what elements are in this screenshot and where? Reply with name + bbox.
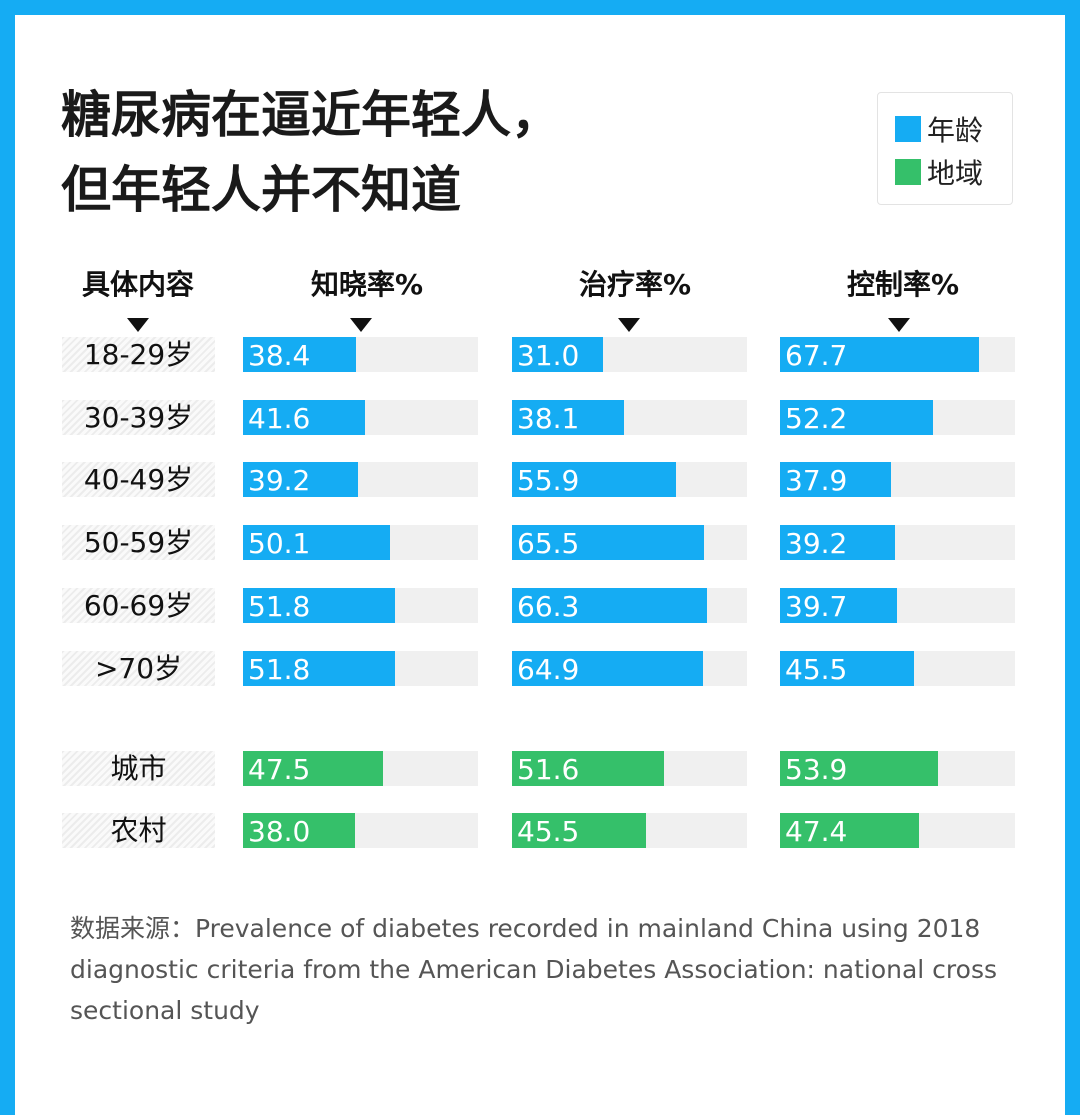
bar-track: 47.5 <box>243 751 478 786</box>
bar: 51.6 <box>512 751 664 786</box>
bar-track: 38.0 <box>243 813 478 848</box>
bar: 64.9 <box>512 651 703 686</box>
bar: 38.4 <box>243 337 356 372</box>
card: 糖尿病在逼近年轻人， 但年轻人并不知道 年龄 地域 具体内容 知晓率% 治疗率%… <box>15 15 1065 1115</box>
bar: 38.0 <box>243 813 355 848</box>
bar-track: 38.1 <box>512 400 747 435</box>
bar: 67.7 <box>780 337 979 372</box>
legend: 年龄 地域 <box>877 92 1013 205</box>
bar-track: 53.9 <box>780 751 1015 786</box>
legend-item-age: 年龄 <box>895 109 983 149</box>
bar-value-label: 50.1 <box>248 527 311 560</box>
bar-track: 31.0 <box>512 337 747 372</box>
bar-value-label: 55.9 <box>517 464 580 497</box>
bar-value-label: 66.3 <box>517 590 580 623</box>
bar-value-label: 45.5 <box>785 653 848 686</box>
bar: 45.5 <box>780 651 914 686</box>
header-awareness: 知晓率% <box>310 268 424 301</box>
bar-track: 52.2 <box>780 400 1015 435</box>
bar-track: 51.6 <box>512 751 747 786</box>
bar-track: 67.7 <box>780 337 1015 372</box>
bar-track: 50.1 <box>243 525 478 560</box>
row-label: 农村 <box>62 813 215 848</box>
row-label: 城市 <box>62 751 215 786</box>
bar: 55.9 <box>512 462 677 497</box>
bar-value-label: 47.5 <box>248 753 311 786</box>
row-label: 60-69岁 <box>62 588 215 623</box>
title-line-2: 但年轻人并不知道 <box>61 161 461 219</box>
bar-value-label: 39.7 <box>785 590 848 623</box>
bar-value-label: 45.5 <box>517 815 580 848</box>
bar-value-label: 67.7 <box>785 339 848 372</box>
source-note: 数据来源：Prevalence of diabetes recorded in … <box>70 914 997 1025</box>
header-category: 具体内容 <box>81 268 195 301</box>
bar: 51.8 <box>243 588 396 623</box>
legend-label: 地域 <box>927 157 984 190</box>
bar-value-label: 38.1 <box>517 402 580 435</box>
bar-track: 38.4 <box>243 337 478 372</box>
triangle-down-icon <box>888 318 910 332</box>
bar-value-label: 51.8 <box>248 590 311 623</box>
bar-track: 47.4 <box>780 813 1015 848</box>
bar: 52.2 <box>780 400 934 435</box>
bar: 39.2 <box>780 525 896 560</box>
bar-track: 39.2 <box>243 462 478 497</box>
row-label: 40-49岁 <box>62 462 215 497</box>
header-control: 控制率% <box>846 268 960 301</box>
bar-track: 64.9 <box>512 651 747 686</box>
bar-value-label: 39.2 <box>248 464 311 497</box>
bar: 51.8 <box>243 651 396 686</box>
header-treatment: 治疗率% <box>578 268 692 301</box>
triangle-down-icon <box>618 318 640 332</box>
bar: 39.7 <box>780 588 897 623</box>
bar: 47.4 <box>780 813 920 848</box>
bar-track: 66.3 <box>512 588 747 623</box>
bar-track: 45.5 <box>512 813 747 848</box>
bar-value-label: 51.8 <box>248 653 311 686</box>
legend-swatch <box>895 116 921 142</box>
legend-label: 年龄 <box>927 114 984 147</box>
bar: 31.0 <box>512 337 604 372</box>
bar-value-label: 51.6 <box>517 753 580 786</box>
bar-track: 55.9 <box>512 462 747 497</box>
row-label: >70岁 <box>62 651 215 686</box>
legend-swatch <box>895 159 921 185</box>
bar-track: 41.6 <box>243 400 478 435</box>
triangle-down-icon <box>350 318 372 332</box>
bar: 37.9 <box>780 462 892 497</box>
triangle-down-icon <box>127 318 149 332</box>
bar-value-label: 53.9 <box>785 753 848 786</box>
bar-value-label: 31.0 <box>517 339 580 372</box>
bar: 65.5 <box>512 525 705 560</box>
bar-track: 51.8 <box>243 651 478 686</box>
bar-value-label: 47.4 <box>785 815 848 848</box>
title-line-1: 糖尿病在逼近年轻人， <box>61 86 561 144</box>
legend-item-region: 地域 <box>895 152 983 192</box>
bar: 41.6 <box>243 400 366 435</box>
bar-value-label: 52.2 <box>785 402 848 435</box>
bar-track: 45.5 <box>780 651 1015 686</box>
bar: 45.5 <box>512 813 646 848</box>
bar-value-label: 38.4 <box>248 339 311 372</box>
bar: 53.9 <box>780 751 939 786</box>
row-label: 18-29岁 <box>62 337 215 372</box>
bar: 66.3 <box>512 588 707 623</box>
bar-track: 51.8 <box>243 588 478 623</box>
bar-value-label: 38.0 <box>248 815 311 848</box>
bar-value-label: 37.9 <box>785 464 848 497</box>
bar: 38.1 <box>512 400 624 435</box>
bar-track: 65.5 <box>512 525 747 560</box>
bar-value-label: 65.5 <box>517 527 580 560</box>
bar-value-label: 64.9 <box>517 653 580 686</box>
bar: 50.1 <box>243 525 391 560</box>
bar-track: 37.9 <box>780 462 1015 497</box>
bar-value-label: 41.6 <box>248 402 311 435</box>
bar-track: 39.7 <box>780 588 1015 623</box>
bar: 39.2 <box>243 462 359 497</box>
row-label: 30-39岁 <box>62 400 215 435</box>
bar-value-label: 39.2 <box>785 527 848 560</box>
bar: 47.5 <box>243 751 383 786</box>
row-label: 50-59岁 <box>62 525 215 560</box>
bar-track: 39.2 <box>780 525 1015 560</box>
